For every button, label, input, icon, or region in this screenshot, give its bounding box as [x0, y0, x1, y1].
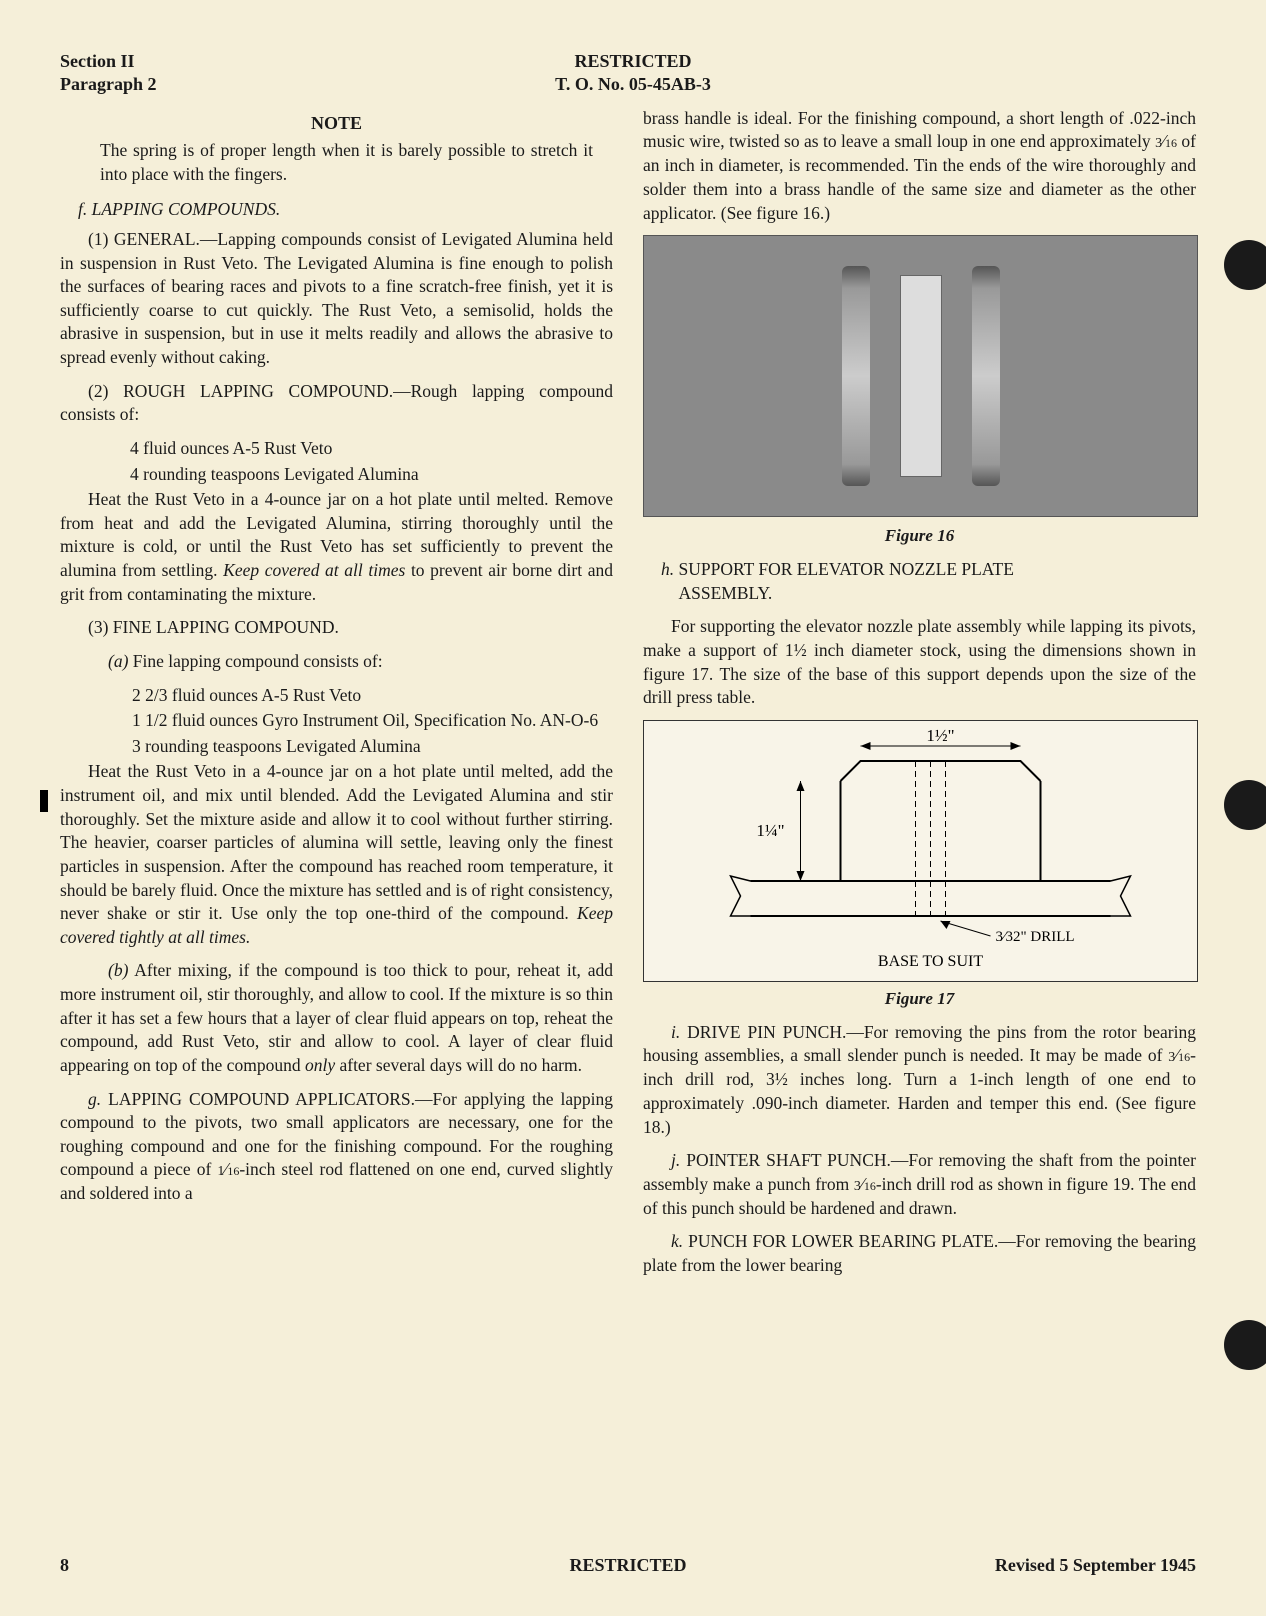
ingredient: 2 2/3 fluid ounces A-5 Rust Veto [150, 684, 613, 708]
base-label: BASE TO SUIT [878, 953, 983, 970]
ingredient: 3 rounding teaspoons Levigated Alumina [150, 735, 613, 759]
classification-top: RESTRICTED [555, 50, 711, 73]
para-f2-intro: (2) ROUGH LAPPING COMPOUND.—Rough lappin… [60, 380, 613, 427]
para-i: i. DRIVE PIN PUNCH.—For removing the pin… [643, 1021, 1196, 1139]
para-k: k. PUNCH FOR LOWER BEARING PLATE.—For re… [643, 1230, 1196, 1277]
diagram-svg: 1½" 1¼" 3⁄32" DRILL BASE TO SUIT [644, 721, 1197, 981]
para-j: j. POINTER SHAFT PUNCH.—For removing the… [643, 1149, 1196, 1220]
ingredient: 1 1/2 fluid ounces Gyro Instrument Oil, … [150, 709, 613, 733]
para-h: For supporting the elevator nozzle plate… [643, 615, 1196, 710]
punch-hole [1224, 1320, 1266, 1370]
para-f1: (1) GENERAL.—Lapping compounds consist o… [60, 228, 613, 370]
content-columns: NOTE The spring is of proper length when… [60, 107, 1196, 1288]
left-column: NOTE The spring is of proper length when… [60, 107, 613, 1288]
classification-bottom: RESTRICTED [569, 1555, 686, 1576]
ingredient: 4 fluid ounces A-5 Rust Veto [130, 437, 613, 461]
punch-hole [1224, 240, 1266, 290]
figure-17-caption: Figure 17 [643, 988, 1196, 1011]
page-footer: 8 RESTRICTED Revised 5 September 1945 [60, 1555, 1196, 1576]
page-number: 8 [60, 1555, 69, 1576]
para-f3b: (b) After mixing, if the compound is too… [60, 959, 613, 1077]
heading-f: f. LAPPING COMPOUNDS. [60, 198, 613, 222]
header-center: RESTRICTED T. O. No. 05-45AB-3 [555, 50, 711, 97]
para-g: g. LAPPING COMPOUND APPLICATORS.—For app… [60, 1088, 613, 1206]
para-g-cont: brass handle is ideal. For the finishing… [643, 107, 1196, 225]
para-f3a-body: Heat the Rust Veto in a 4-ounce jar on a… [60, 760, 613, 949]
note-heading: NOTE [60, 111, 613, 135]
document-page: Section II Paragraph 2 RESTRICTED T. O. … [0, 0, 1266, 1616]
right-column: brass handle is ideal. For the finishing… [643, 107, 1196, 1288]
section-label: Section II [60, 50, 157, 73]
figure-16-photo [643, 235, 1198, 517]
page-header: Section II Paragraph 2 RESTRICTED T. O. … [60, 50, 1196, 97]
revision-bar [40, 790, 48, 812]
heading-f3: (3) FINE LAPPING COMPOUND. [60, 616, 613, 640]
header-left: Section II Paragraph 2 [60, 50, 157, 97]
figure-17-diagram: 1½" 1¼" 3⁄32" DRILL BASE TO SUIT [643, 720, 1198, 982]
para-f2-body: Heat the Rust Veto in a 4-ounce jar on a… [60, 488, 613, 606]
note-body: The spring is of proper length when it i… [100, 139, 593, 186]
heading-h: h. SUPPORT FOR ELEVATOR NOZZLE PLATE ASS… [661, 558, 1196, 605]
drill-label: 3⁄32" DRILL [996, 929, 1075, 945]
figure-16-caption: Figure 16 [643, 525, 1196, 548]
revision-date: Revised 5 September 1945 [995, 1555, 1196, 1576]
para-f3a-intro: (a) Fine lapping compound consists of: [60, 650, 613, 674]
applicator-tool-icon [842, 266, 870, 486]
applicator-tool-icon [972, 266, 1000, 486]
document-number: T. O. No. 05-45AB-3 [555, 73, 711, 96]
dim-height: 1¼" [756, 821, 784, 840]
ingredient: 4 rounding teaspoons Levigated Alumina [130, 463, 613, 487]
punch-hole [1224, 780, 1266, 830]
paragraph-label: Paragraph 2 [60, 73, 157, 96]
ruler-icon [900, 275, 942, 477]
dim-width: 1½" [926, 726, 954, 745]
